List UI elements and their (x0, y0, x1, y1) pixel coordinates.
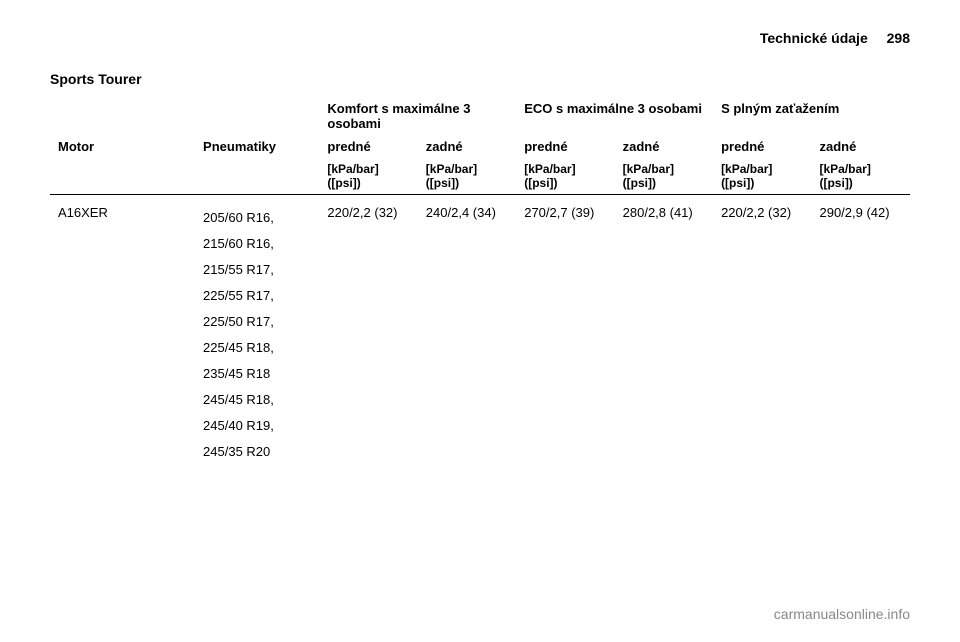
col-front: predné (319, 133, 417, 158)
group-comfort: Komfort s maximálne 3 osobami (319, 97, 516, 133)
page-header: Technické údaje 298 (50, 30, 910, 46)
value-cell: 220/2,2 (32) (319, 195, 417, 470)
value-cell: 240/2,4 (34) (418, 195, 516, 470)
group-eco: ECO s maximálne 3 osobami (516, 97, 713, 133)
col-rear: zadné (418, 133, 516, 158)
group-full: S plným zaťažením (713, 97, 910, 133)
header-title: Technické údaje (760, 30, 868, 46)
unit-header: [kPa/bar]([psi]) (713, 158, 811, 195)
footer-watermark: carmanualsonline.info (774, 606, 910, 622)
col-rear: zadné (811, 133, 910, 158)
col-front: predné (713, 133, 811, 158)
engine-cell: A16XER (50, 195, 195, 470)
table-row: A16XER 205/60 R16, 215/60 R16, 215/55 R1… (50, 195, 910, 470)
value-cell: 270/2,7 (39) (516, 195, 614, 470)
unit-header: [kPa/bar]([psi]) (615, 158, 713, 195)
section-title: Sports Tourer (50, 71, 910, 87)
col-tyres: Pneumatiky (195, 133, 319, 158)
tyres-cell: 205/60 R16, 215/60 R16, 215/55 R17, 225/… (195, 195, 319, 470)
col-engine: Motor (50, 133, 195, 158)
unit-header: [kPa/bar]([psi]) (418, 158, 516, 195)
col-front: predné (516, 133, 614, 158)
value-cell: 220/2,2 (32) (713, 195, 811, 470)
col-rear: zadné (615, 133, 713, 158)
unit-header: [kPa/bar]([psi]) (516, 158, 614, 195)
pressure-table: Komfort s maximálne 3 osobami ECO s maxi… (50, 97, 910, 469)
value-cell: 290/2,9 (42) (811, 195, 910, 470)
unit-header: [kPa/bar]([psi]) (811, 158, 910, 195)
page-number: 298 (887, 30, 910, 46)
value-cell: 280/2,8 (41) (615, 195, 713, 470)
unit-header: [kPa/bar]([psi]) (319, 158, 417, 195)
